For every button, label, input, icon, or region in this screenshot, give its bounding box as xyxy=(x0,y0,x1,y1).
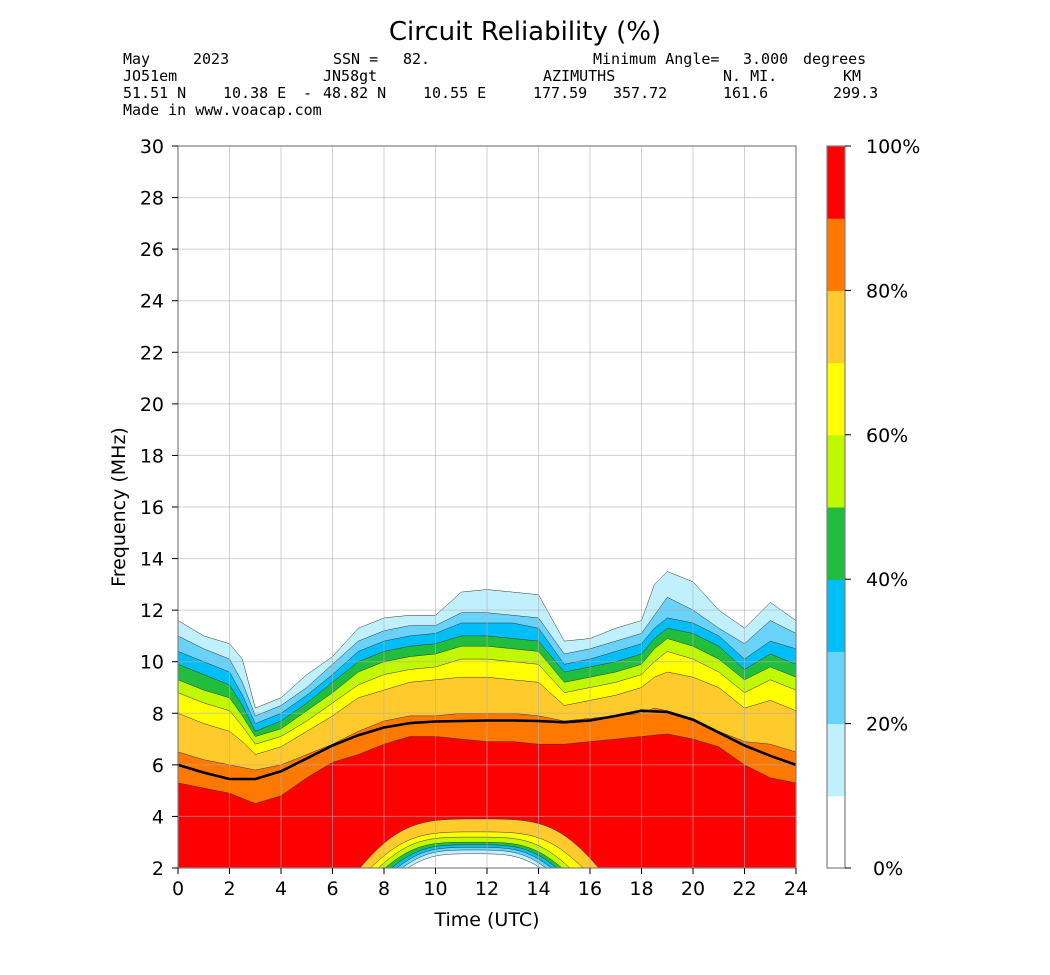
colorbar-segment-30 xyxy=(827,579,845,652)
colorbar-segment-10 xyxy=(827,723,845,797)
x-tick-label: 22 xyxy=(732,878,756,900)
y-tick-label: 16 xyxy=(140,497,164,519)
colorbar-tick-label: 80% xyxy=(866,280,908,302)
header-separator: - xyxy=(303,84,312,102)
y-axis-label: Frequency (MHz) xyxy=(108,427,130,587)
x-axis-ticks: 0 2 4 6 8 10 12 14 16 18 20 22 24 xyxy=(172,868,808,900)
header-year: 2023 xyxy=(193,50,229,68)
x-tick-label: 16 xyxy=(578,878,602,900)
header-azimuth-1: 177.59 xyxy=(533,84,587,102)
y-tick-label: 28 xyxy=(140,188,164,210)
y-tick-label: 22 xyxy=(140,342,164,364)
header-month: May xyxy=(123,50,150,68)
colorbar-segment-20 xyxy=(827,651,845,725)
header-km: 299.3 xyxy=(833,84,878,102)
colorbar: 0% 20% 40% 60% 80% 100% xyxy=(826,136,920,880)
colorbar-segment-80 xyxy=(827,218,845,291)
x-tick-label: 4 xyxy=(275,878,287,900)
x-tick-label: 6 xyxy=(326,878,338,900)
y-tick-label: 2 xyxy=(152,858,164,880)
muf-line xyxy=(178,709,796,781)
header-tx-lon: 10.38 E xyxy=(223,84,286,102)
header-nmi: 161.6 xyxy=(723,84,768,102)
header-min-angle-unit: degrees xyxy=(803,50,866,68)
header-tx-lat: 51.51 N xyxy=(123,84,186,102)
x-tick-label: 0 xyxy=(172,878,184,900)
chart-title: Circuit Reliability (%) xyxy=(389,17,661,47)
x-tick-label: 2 xyxy=(223,878,235,900)
header-min-angle-label: Minimum Angle= xyxy=(593,50,719,68)
header-rx-locator: JN58gt xyxy=(323,67,377,85)
x-tick-label: 18 xyxy=(629,878,653,900)
colorbar-tick-label: 0% xyxy=(873,858,903,880)
y-tick-label: 20 xyxy=(140,394,164,416)
y-tick-label: 12 xyxy=(140,600,164,622)
plot-area: 0 2 4 6 8 10 12 14 16 18 20 22 24 246810121416182022… xyxy=(140,136,808,900)
colorbar-tick-label: 100% xyxy=(866,136,920,158)
colorbar-tick-label: 60% xyxy=(866,425,908,447)
colorbar-segment-90 xyxy=(827,146,845,219)
header-azimuth-2: 357.72 xyxy=(613,84,667,102)
x-tick-label: 20 xyxy=(681,878,705,900)
header-min-angle: 3.000 xyxy=(743,50,788,68)
colorbar-segment-0 xyxy=(827,795,845,869)
header-rx-lon: 10.55 E xyxy=(423,84,486,102)
x-tick-label: 24 xyxy=(784,878,808,900)
colorbar-segment-60 xyxy=(827,362,845,436)
colorbar-tick-label: 20% xyxy=(866,714,908,736)
y-tick-label: 26 xyxy=(140,239,164,261)
x-tick-label: 12 xyxy=(475,878,499,900)
bowl-contour-10 xyxy=(407,853,541,868)
y-tick-label: 8 xyxy=(152,703,164,725)
colorbar-segment-50 xyxy=(827,434,845,508)
header-km-label: KM xyxy=(843,67,861,85)
header-ssn: 82. xyxy=(403,50,430,68)
colorbar-tick-label: 40% xyxy=(866,569,908,591)
header-tx-locator: JO51em xyxy=(123,67,177,85)
header-credit: Made in www.voacap.com xyxy=(123,101,322,119)
y-tick-label: 14 xyxy=(140,549,164,571)
header-azimuths-label: AZIMUTHS xyxy=(543,67,615,85)
header-nmi-label: N. MI. xyxy=(723,67,777,85)
y-tick-label: 18 xyxy=(140,445,164,467)
x-tick-label: 10 xyxy=(423,878,447,900)
y-tick-label: 4 xyxy=(152,806,164,828)
colorbar-segment-70 xyxy=(827,290,845,364)
colorbar-frame xyxy=(826,145,846,869)
header-block: May 2023 SSN = 82. Minimum Angle= 3.000 … xyxy=(123,50,878,119)
x-axis-label: Time (UTC) xyxy=(433,909,539,931)
x-tick-label: 14 xyxy=(526,878,550,900)
colorbar-segment-40 xyxy=(827,507,845,580)
muf-curve xyxy=(178,709,796,781)
y-tick-label: 10 xyxy=(140,652,164,674)
x-tick-label: 8 xyxy=(378,878,390,900)
header-ssn-label: SSN = xyxy=(333,50,378,68)
y-tick-label: 6 xyxy=(152,755,164,777)
y-tick-label: 30 xyxy=(140,136,164,158)
header-rx-lat: 48.82 N xyxy=(323,84,386,102)
y-tick-label: 24 xyxy=(140,291,164,313)
